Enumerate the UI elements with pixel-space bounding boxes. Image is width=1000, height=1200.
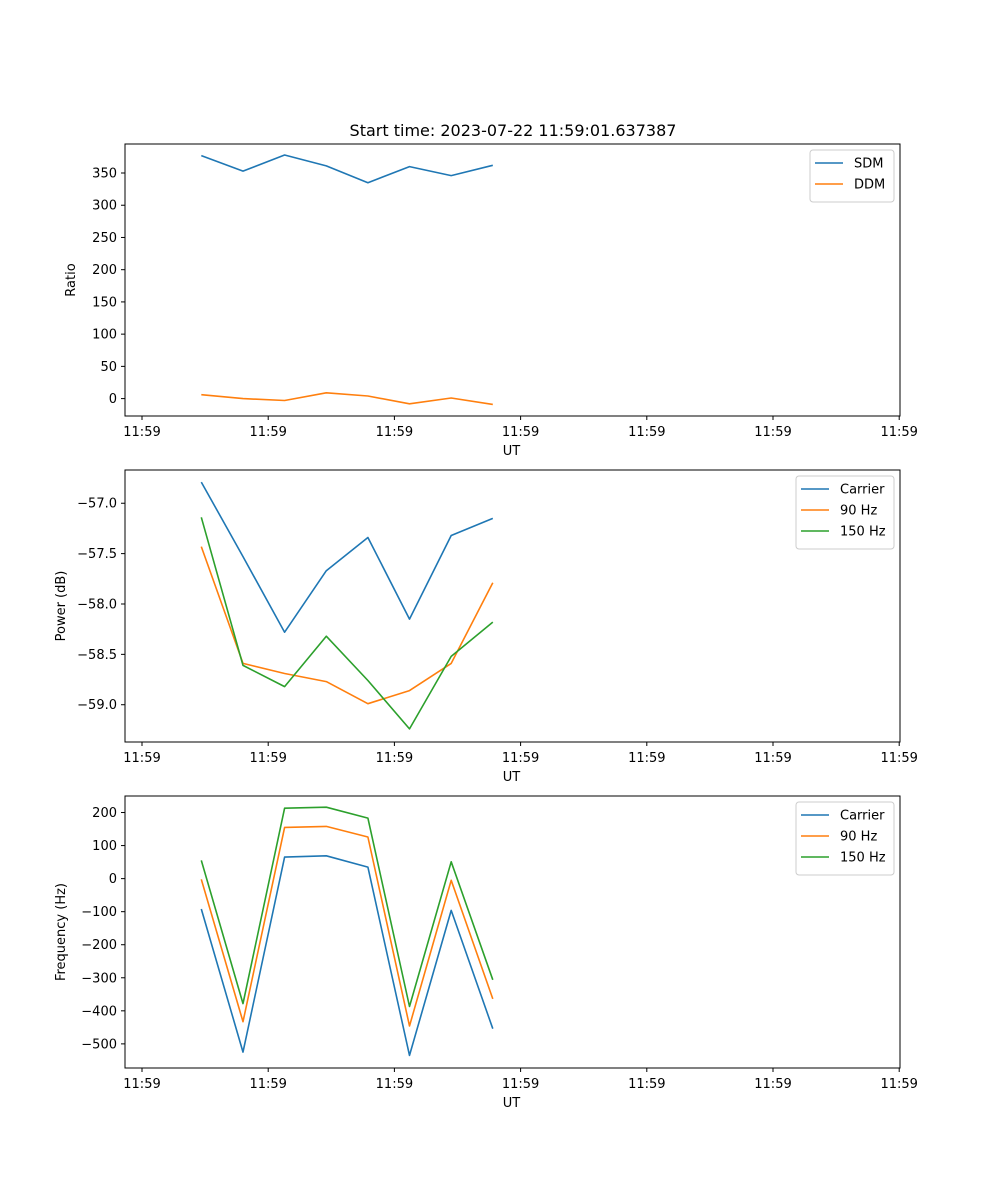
x-tick-label: 11:59 [754, 751, 791, 766]
x-tick-label: 11:59 [880, 1077, 917, 1092]
y-tick-label: −300 [81, 971, 117, 986]
y-tick-label: −58.5 [77, 648, 117, 663]
x-tick-label: 11:59 [376, 1077, 413, 1092]
y-tick-label: 300 [92, 199, 117, 214]
subplot-2: 11:5911:5911:5911:5911:5911:5911:5912:00… [54, 469, 918, 785]
x-tick-label: 11:59 [123, 751, 160, 766]
x-tick-label: 11:59 [754, 425, 791, 440]
y-axis-label: Frequency (Hz) [54, 883, 69, 981]
x-tick-label: 11:59 [628, 1077, 665, 1092]
y-tick-label: 350 [92, 167, 117, 182]
x-tick-label: 11:59 [376, 751, 413, 766]
y-tick-label: −500 [81, 1037, 117, 1052]
y-axis-label: Ratio [64, 263, 79, 296]
legend-label: 150 Hz [840, 525, 886, 540]
y-tick-label: 0 [109, 872, 117, 887]
y-tick-label: −400 [81, 1004, 117, 1019]
y-tick-label: 100 [92, 839, 117, 854]
y-tick-label: 150 [92, 295, 117, 310]
x-tick-label: 11:59 [754, 1077, 791, 1092]
series-line-ddm [201, 391, 493, 406]
subplot-1: 11:5911:5911:5911:5911:5911:5911:5912:00… [64, 143, 918, 459]
y-tick-label: 200 [92, 806, 117, 821]
x-tick-label: 11:59 [502, 1077, 539, 1092]
legend: SDM DDM [809, 149, 895, 203]
series-line-carrier [200, 854, 494, 1057]
x-tick-label: 11:59 [123, 425, 160, 440]
legend: Carrier 90 Hz 150 Hz [795, 801, 895, 876]
legend-label: DDM [854, 178, 885, 193]
series-line-sdm [201, 154, 493, 184]
legend: Carrier 90 Hz 150 Hz [795, 475, 895, 550]
series-line-150-hz [200, 806, 494, 1008]
legend-label: 150 Hz [840, 851, 886, 866]
y-tick-label: −57.0 [77, 497, 117, 512]
y-tick-label: 0 [109, 392, 117, 407]
legend-label: SDM [854, 157, 883, 172]
x-tick-label: 11:59 [502, 751, 539, 766]
legend-label: Carrier [840, 483, 885, 498]
x-tick-label: 11:59 [880, 751, 917, 766]
subplot-3: 11:5911:5911:5911:5911:5911:5911:5912:00… [54, 795, 918, 1111]
axes-frame [124, 469, 901, 743]
x-axis-label: UT [503, 770, 521, 785]
x-tick-label: 11:59 [376, 425, 413, 440]
y-tick-label: −58.0 [77, 597, 117, 612]
x-tick-label: 11:59 [249, 425, 286, 440]
x-tick-label: 11:59 [628, 751, 665, 766]
x-tick-label: 11:59 [880, 425, 917, 440]
legend-label: Carrier [840, 809, 885, 824]
x-tick-label: 11:59 [123, 1077, 160, 1092]
y-tick-label: −100 [81, 905, 117, 920]
y-tick-label: −200 [81, 938, 117, 953]
x-axis-label: UT [503, 1096, 521, 1111]
series-line-carrier [200, 481, 494, 634]
y-tick-label: 250 [92, 231, 117, 246]
x-tick-label: 11:59 [502, 425, 539, 440]
series-line-150-hz [200, 517, 494, 730]
y-tick-label: −59.0 [77, 698, 117, 713]
legend-label: 90 Hz [840, 830, 877, 845]
x-tick-label: 11:59 [628, 425, 665, 440]
axes-frame [124, 143, 901, 417]
y-tick-label: 100 [92, 328, 117, 343]
axes-frame [124, 795, 901, 1069]
x-tick-label: 11:59 [249, 1077, 286, 1092]
y-tick-label: 200 [92, 263, 117, 278]
series-line-90-hz [200, 825, 494, 1027]
y-axis-label: Power (dB) [54, 571, 69, 642]
figure-title: Start time: 2023-07-22 11:59:01.637387 [350, 121, 677, 140]
y-tick-label: 50 [100, 360, 117, 375]
x-axis-label: UT [503, 444, 521, 459]
legend-label: 90 Hz [840, 504, 877, 519]
x-tick-label: 11:59 [249, 751, 286, 766]
y-tick-label: −57.5 [77, 547, 117, 562]
